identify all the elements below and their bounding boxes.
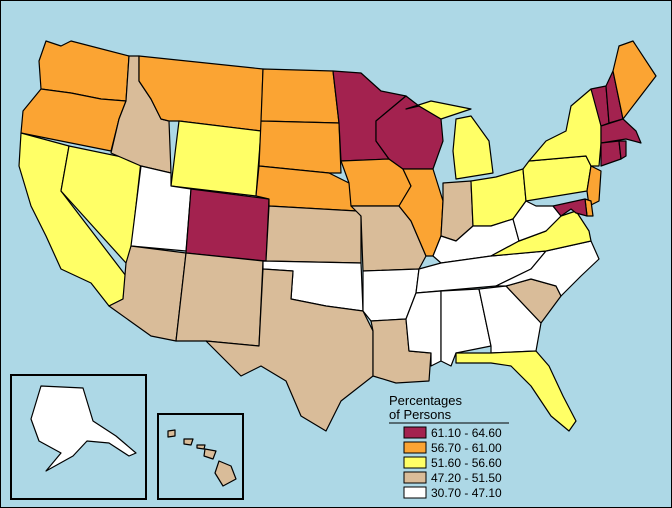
state-north-carolina: [495, 240, 600, 297]
state-new-mexico: [175, 252, 264, 347]
legend-swatch-3: [403, 456, 427, 469]
state-hawaii-kauai: [167, 429, 176, 438]
state-new-jersey: [586, 165, 602, 207]
state-south-dakota: [258, 120, 342, 174]
state-wisconsin: [375, 95, 444, 170]
state-hawaii-oahu: [183, 438, 194, 446]
legend-label-5: 30.70 - 47.10: [431, 486, 502, 500]
state-michigan-upper: [405, 100, 472, 120]
hawaii-inset-frame: [157, 413, 244, 500]
legend: Percentages of Persons 61.10 - 64.6056.7…: [389, 393, 509, 500]
legend-title-line2: of Persons: [389, 407, 452, 422]
state-maine: [612, 40, 657, 120]
legend-label-4: 47.20 - 51.50: [431, 471, 502, 485]
state-pennsylvania: [522, 155, 592, 202]
state-connecticut: [600, 140, 622, 167]
state-illinois: [398, 168, 444, 257]
legend-label-3: 51.60 - 56.60: [431, 456, 502, 470]
legend-title-line1: Percentages: [389, 393, 462, 408]
state-colorado: [185, 188, 270, 262]
state-alaska: [30, 385, 137, 472]
state-rhode-island: [618, 140, 627, 160]
state-florida: [455, 350, 577, 432]
state-new-york: [528, 88, 602, 167]
state-hawaii-main: [214, 460, 237, 487]
legend-swatch-4: [403, 471, 427, 484]
alaska-inset-frame: [10, 374, 147, 500]
legend-swatch-1: [403, 426, 427, 439]
state-michigan-lower: [452, 115, 494, 180]
state-kansas: [265, 205, 362, 264]
state-texas: [205, 268, 374, 432]
legend-label-1: 61.10 - 64.60: [431, 426, 502, 440]
state-hawaii-maui: [203, 448, 217, 460]
legend-swatch-5: [403, 486, 427, 499]
state-wyoming: [170, 120, 262, 197]
state-nebraska: [255, 165, 358, 212]
legend-label-2: 56.70 - 61.00: [431, 441, 502, 455]
state-north-dakota: [260, 68, 340, 124]
state-hawaii-molokai: [196, 444, 206, 450]
state-maryland: [552, 198, 588, 217]
legend-swatch-2: [403, 441, 427, 454]
